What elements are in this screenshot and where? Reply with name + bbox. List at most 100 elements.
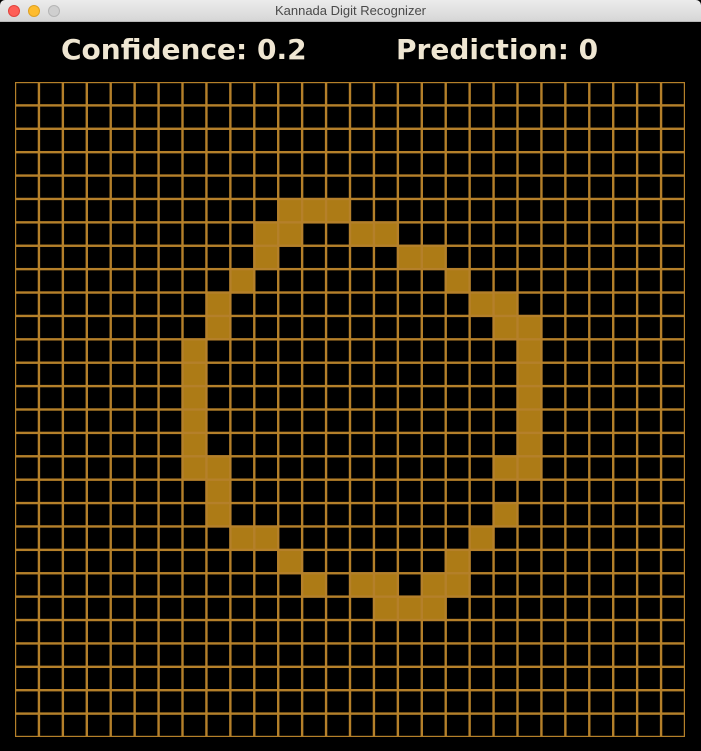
grid-cell-filled[interactable] [182, 456, 207, 480]
grid-cell[interactable] [38, 619, 64, 644]
grid-cell[interactable] [62, 713, 87, 737]
grid-cell[interactable] [613, 245, 638, 270]
grid-cell[interactable] [589, 339, 614, 363]
grid-cell[interactable] [493, 666, 518, 691]
grid-cell[interactable] [565, 151, 590, 176]
grid-cell[interactable] [469, 385, 494, 410]
grid-cell[interactable] [589, 619, 614, 644]
grid-cell[interactable] [110, 82, 135, 106]
grid-cell[interactable] [589, 128, 614, 153]
grid-cell[interactable] [541, 456, 566, 480]
grid-cell[interactable] [86, 292, 111, 317]
grid-cell[interactable] [62, 222, 87, 246]
grid-cell[interactable] [636, 573, 662, 597]
grid-cell[interactable] [589, 690, 614, 714]
grid-cell[interactable] [445, 409, 470, 434]
grid-cell[interactable] [541, 362, 566, 387]
grid-cell[interactable] [62, 526, 87, 551]
grid-cell[interactable] [182, 175, 207, 200]
grid-cell[interactable] [421, 549, 446, 574]
grid-cell[interactable] [110, 479, 135, 504]
grid-cell[interactable] [445, 713, 470, 737]
grid-cell[interactable] [421, 713, 446, 737]
grid-cell[interactable] [301, 82, 327, 106]
grid-cell[interactable] [613, 409, 638, 434]
grid-cell[interactable] [397, 175, 422, 200]
grid-cell[interactable] [349, 268, 375, 293]
grid-cell[interactable] [469, 409, 494, 434]
grid-cell[interactable] [254, 385, 279, 410]
grid-cell[interactable] [541, 573, 566, 597]
grid-cell[interactable] [158, 619, 183, 644]
grid-cell[interactable] [613, 456, 638, 480]
grid-cell[interactable] [421, 619, 446, 644]
grid-cell[interactable] [301, 619, 327, 644]
grid-cell[interactable] [158, 105, 183, 129]
grid-cell[interactable] [589, 385, 614, 410]
grid-cell[interactable] [254, 409, 279, 434]
grid-cell-filled[interactable] [182, 362, 207, 387]
grid-cell[interactable] [230, 479, 255, 504]
grid-cell[interactable] [62, 198, 87, 223]
grid-cell[interactable] [158, 339, 183, 363]
grid-cell-filled[interactable] [469, 526, 494, 551]
grid-cell[interactable] [421, 128, 446, 153]
grid-cell[interactable] [565, 385, 590, 410]
grid-cell[interactable] [206, 619, 231, 644]
grid-cell[interactable] [206, 385, 231, 410]
grid-cell[interactable] [373, 245, 399, 270]
grid-cell[interactable] [517, 643, 542, 668]
grid-cell[interactable] [373, 315, 399, 340]
grid-cell[interactable] [613, 268, 638, 293]
grid-cell[interactable] [421, 222, 446, 246]
grid-cell-filled[interactable] [469, 292, 494, 317]
grid-cell[interactable] [110, 339, 135, 363]
grid-cell[interactable] [86, 222, 111, 246]
grid-cell[interactable] [134, 456, 159, 480]
grid-cell[interactable] [134, 643, 159, 668]
grid-cell[interactable] [397, 105, 422, 129]
grid-cell[interactable] [493, 82, 518, 106]
grid-cell[interactable] [278, 479, 303, 504]
grid-cell[interactable] [469, 339, 494, 363]
grid-cell[interactable] [589, 409, 614, 434]
grid-cell[interactable] [182, 690, 207, 714]
grid-cell-filled[interactable] [206, 502, 231, 527]
grid-cell-filled[interactable] [325, 198, 351, 223]
grid-cell[interactable] [254, 292, 279, 317]
grid-cell[interactable] [565, 245, 590, 270]
grid-cell[interactable] [62, 362, 87, 387]
grid-cell[interactable] [230, 549, 255, 574]
grid-cell[interactable] [254, 432, 279, 457]
grid-cell[interactable] [15, 151, 40, 176]
grid-cell[interactable] [158, 573, 183, 597]
grid-cell[interactable] [397, 573, 422, 597]
grid-cell[interactable] [134, 151, 159, 176]
grid-cell[interactable] [660, 245, 685, 270]
grid-cell[interactable] [38, 502, 64, 527]
grid-cell[interactable] [493, 432, 518, 457]
grid-cell[interactable] [110, 573, 135, 597]
grid-cell[interactable] [230, 643, 255, 668]
grid-cell[interactable] [182, 549, 207, 574]
grid-cell[interactable] [541, 409, 566, 434]
grid-cell[interactable] [182, 596, 207, 621]
grid-cell[interactable] [373, 713, 399, 737]
grid-cell[interactable] [660, 573, 685, 597]
grid-cell[interactable] [589, 549, 614, 574]
grid-cell[interactable] [62, 619, 87, 644]
grid-cell[interactable] [613, 82, 638, 106]
grid-cell[interactable] [86, 713, 111, 737]
grid-cell[interactable] [493, 526, 518, 551]
grid-cell[interactable] [301, 479, 327, 504]
grid-cell[interactable] [325, 643, 351, 668]
grid-cell[interactable] [15, 268, 40, 293]
grid-cell[interactable] [613, 432, 638, 457]
grid-cell[interactable] [445, 198, 470, 223]
grid-cell[interactable] [158, 690, 183, 714]
grid-cell[interactable] [421, 479, 446, 504]
grid-cell[interactable] [373, 432, 399, 457]
grid-cell[interactable] [230, 82, 255, 106]
grid-cell[interactable] [613, 666, 638, 691]
grid-cell[interactable] [158, 549, 183, 574]
